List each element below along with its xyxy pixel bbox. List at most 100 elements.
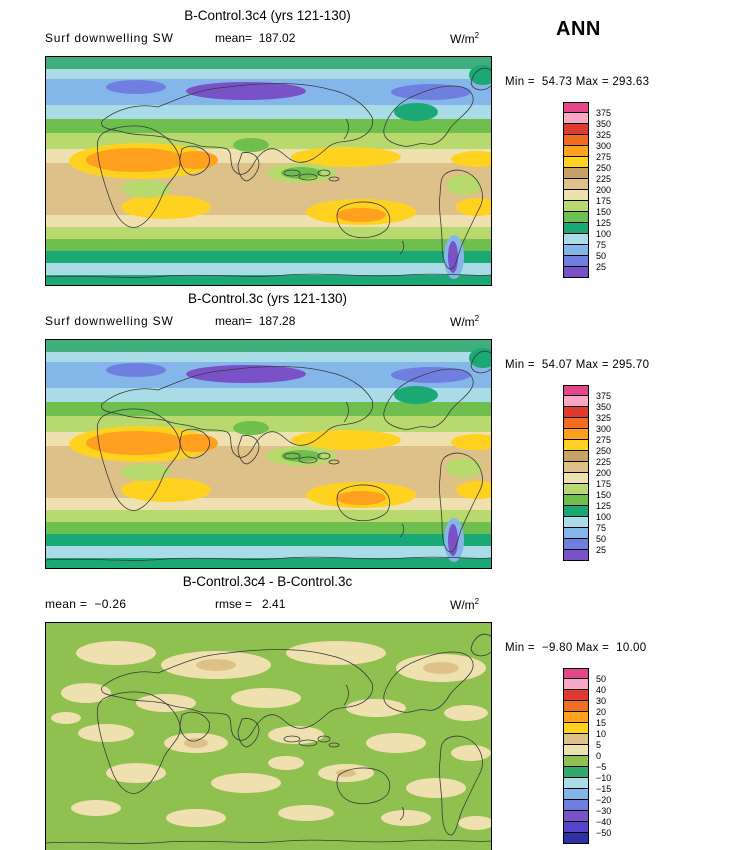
colorbar: 375 350 325 300 275 250 225 200 175 150 125 100 75 50… (563, 385, 638, 561)
colorbar-swatch (563, 789, 589, 800)
colorbar-label: 350 (596, 402, 612, 412)
colorbar-label: 15 (596, 718, 607, 728)
colorbar-swatch (563, 690, 589, 701)
field-label: Surf downwelling SW (45, 31, 174, 45)
colorbar-label: 20 (596, 707, 607, 717)
colorbar-label: 125 (596, 501, 612, 511)
colorbar-swatch (563, 473, 589, 484)
colorbar-label: 5 (596, 740, 602, 750)
world-map-image (46, 340, 491, 568)
colorbar-swatch (563, 745, 589, 756)
colorbar-swatch (563, 528, 589, 539)
minmax-label: Min = −9.80 Max = 10.00 (505, 642, 647, 654)
panel-control-3c: B-Control.3c (yrs 121-130) Surf downwell… (0, 283, 733, 569)
units-exponent: 2 (474, 597, 480, 606)
colorbar-label: 225 (596, 457, 612, 467)
units-base: W/m (450, 32, 475, 46)
colorbar-swatch (563, 201, 589, 212)
rmse-label: rmse = 2.41 (215, 597, 286, 611)
colorbar-swatch (563, 701, 589, 712)
units-exponent: 2 (474, 31, 480, 40)
colorbar-label: 300 (596, 141, 612, 151)
colorbar-label: 325 (596, 130, 612, 140)
world-map-control-3c (45, 339, 492, 569)
units-base: W/m (450, 598, 475, 612)
colorbar-swatch (563, 429, 589, 440)
colorbar-swatch (563, 550, 589, 561)
colorbar-label: 150 (596, 207, 612, 217)
colorbar-label: 250 (596, 163, 612, 173)
colorbar-swatch (563, 484, 589, 495)
colorbar-swatch (563, 767, 589, 778)
colorbar-swatch (563, 822, 589, 833)
units-exponent: 2 (474, 314, 480, 323)
colorbar-swatch (563, 539, 589, 550)
colorbar-label: 250 (596, 446, 612, 456)
colorbar-label: 375 (596, 391, 612, 401)
colorbar-swatch (563, 734, 589, 745)
colorbar-swatch (563, 146, 589, 157)
colorbar-swatch (563, 712, 589, 723)
colorbar-label: 50 (596, 534, 607, 544)
colorbar-label: 100 (596, 229, 612, 239)
colorbar-swatch (563, 385, 589, 396)
colorbar-swatch (563, 407, 589, 418)
colorbar-swatch (563, 256, 589, 267)
colorbar-label: 300 (596, 424, 612, 434)
units-label: W/m2 (450, 597, 479, 612)
colorbar-label: −5 (596, 762, 607, 772)
colorbar-swatch (563, 223, 589, 234)
colorbar-label: 350 (596, 119, 612, 129)
colorbar-label: −40 (596, 817, 612, 827)
colorbar-swatch (563, 462, 589, 473)
colorbar-swatch (563, 135, 589, 146)
colorbar-swatch (563, 267, 589, 278)
colorbar-swatch (563, 212, 589, 223)
units-label: W/m2 (450, 31, 479, 46)
colorbar-swatch (563, 495, 589, 506)
panel-title: B-Control.3c4 (yrs 121-130) (184, 8, 351, 23)
colorbar-label: 30 (596, 696, 607, 706)
minmax-label: Min = 54.07 Max = 295.70 (505, 359, 650, 371)
world-map-difference (45, 622, 492, 850)
colorbar-label: 275 (596, 152, 612, 162)
colorbar-label: 150 (596, 490, 612, 500)
world-map-control-3c4 (45, 56, 492, 286)
mean-label: mean = −0.26 (45, 597, 127, 611)
units-label: W/m2 (450, 314, 479, 329)
colorbar-swatch (563, 723, 589, 734)
colorbar-label: 25 (596, 545, 607, 555)
colorbar-swatch (563, 778, 589, 789)
panel-control-3c4: B-Control.3c4 (yrs 121-130) Surf downwel… (0, 0, 733, 286)
colorbar-swatch (563, 157, 589, 168)
colorbar-swatch (563, 124, 589, 135)
colorbar-swatch (563, 245, 589, 256)
colorbar-swatch (563, 668, 589, 679)
colorbar-label: −50 (596, 828, 612, 838)
world-map-image (46, 623, 491, 850)
colorbar-label: 100 (596, 512, 612, 522)
colorbar-swatch (563, 679, 589, 690)
colorbar-label: 75 (596, 240, 607, 250)
panel-title: B-Control.3c4 - B-Control.3c (182, 574, 353, 589)
mean-label: mean= 187.28 (215, 314, 296, 328)
colorbar-swatch (563, 451, 589, 462)
colorbar-label: −15 (596, 784, 612, 794)
mean-label: mean= 187.02 (215, 31, 296, 45)
colorbar: 375 350 325 300 275 250 225 200 175 150 125 100 75 50… (563, 102, 638, 278)
colorbar-swatch (563, 811, 589, 822)
colorbar-swatch (563, 190, 589, 201)
colorbar-label: 0 (596, 751, 602, 761)
world-map-image (46, 57, 491, 285)
colorbar-label: 10 (596, 729, 607, 739)
colorbar-swatch (563, 506, 589, 517)
colorbar-swatch (563, 113, 589, 124)
colorbar-swatch (563, 517, 589, 528)
colorbar-label: 325 (596, 413, 612, 423)
colorbar-label: −10 (596, 773, 612, 783)
colorbar-swatch (563, 418, 589, 429)
colorbar-label: 50 (596, 251, 607, 261)
colorbar-label: 75 (596, 523, 607, 533)
colorbar-label: 375 (596, 108, 612, 118)
colorbar-label: 175 (596, 479, 612, 489)
